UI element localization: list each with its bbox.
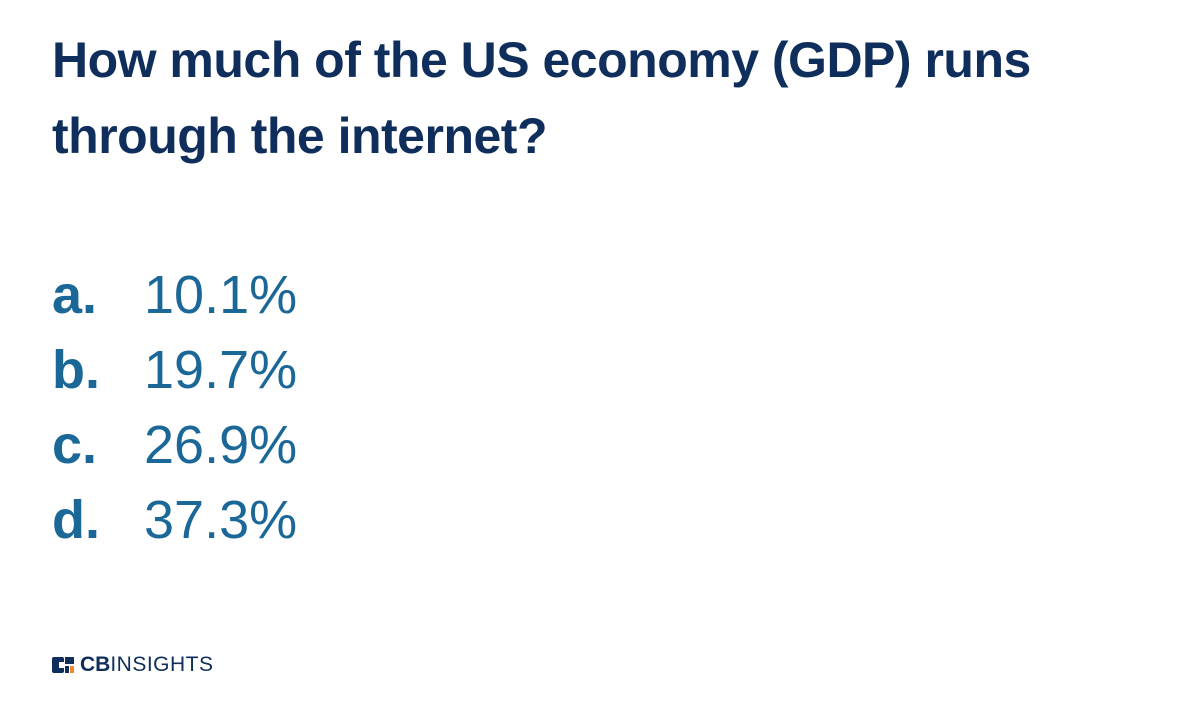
logo-icon <box>52 657 74 673</box>
logo: CB INSIGHTS <box>52 652 214 678</box>
answer-option: d. 37.3% <box>52 483 297 558</box>
question-title: How much of the US economy (GDP) runs th… <box>52 32 1031 164</box>
option-letter: a. <box>52 265 98 325</box>
answer-option: c. 26.9% <box>52 408 297 483</box>
logo-text-bold: CB <box>80 653 111 676</box>
option-text: 37.3% <box>144 490 298 550</box>
option-letter: d. <box>52 490 100 550</box>
answer-list: a. 10.1% b. 19.7% c. 26.9% d. 37.3% <box>52 258 297 558</box>
answer-option: a. 10.1% <box>52 258 297 333</box>
option-letter: b. <box>52 340 100 400</box>
answer-option: b. 19.7% <box>52 333 297 408</box>
logo-text-light: INSIGHTS <box>110 653 214 676</box>
option-text: 19.7% <box>144 340 298 400</box>
option-text: 10.1% <box>144 265 298 325</box>
option-letter: c. <box>52 415 98 475</box>
option-text: 26.9% <box>144 415 298 475</box>
